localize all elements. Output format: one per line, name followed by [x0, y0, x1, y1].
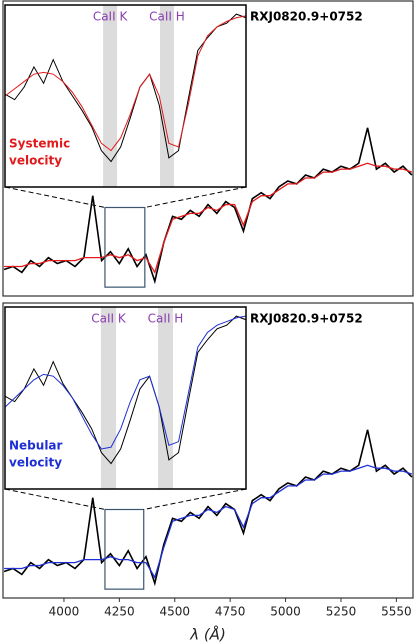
zoom-box: [104, 206, 146, 288]
spectrum-line: [4, 464, 413, 579]
plot-frame: [2, 0, 414, 297]
x-axis-label: λ (Å): [189, 625, 226, 644]
line-band: [158, 307, 173, 489]
velocity-label: Systemic: [9, 137, 70, 151]
velocity-label: Nebular: [9, 439, 63, 453]
inset-line: [4, 315, 247, 450]
velocity-label: velocity: [9, 456, 62, 470]
line-band: [103, 5, 118, 187]
zoom-box: [104, 508, 145, 590]
inset-frame: [4, 306, 247, 490]
spectrum-line: [3, 127, 413, 285]
inset-line: [4, 315, 247, 465]
x-tick-label: 5550: [381, 605, 412, 619]
spectrum-line: [3, 429, 413, 587]
inset-background: [5, 5, 246, 187]
spectrum-line: [4, 162, 413, 274]
connector: [144, 186, 247, 208]
plot-frame: [2, 302, 414, 599]
connector: [143, 488, 247, 510]
chart-title: RXJ0820.9+0752: [250, 10, 363, 24]
connector: [4, 488, 106, 510]
x-tick-label: 4750: [215, 605, 246, 619]
band-label: CaII K: [91, 312, 127, 326]
inset-background: [5, 307, 246, 489]
band-label: CaII H: [149, 10, 185, 24]
x-tick-label: 4250: [104, 605, 135, 619]
line-band: [159, 5, 174, 187]
x-tick-label: 5250: [326, 605, 357, 619]
band-label: CaII K: [93, 10, 129, 24]
x-tick-label: 4000: [49, 605, 80, 619]
inset-frame: [4, 4, 247, 188]
line-band: [100, 307, 117, 489]
x-tick-label: 4500: [159, 605, 190, 619]
chart-title: RXJ0820.9+0752: [250, 312, 363, 326]
inset-line: [4, 15, 247, 152]
velocity-label: velocity: [9, 154, 62, 168]
x-tick-label: 5000: [270, 605, 301, 619]
connector: [4, 186, 106, 208]
band-label: CaII H: [148, 312, 184, 326]
